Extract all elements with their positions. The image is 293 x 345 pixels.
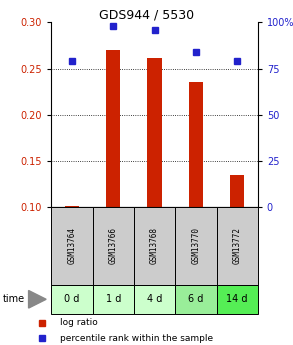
Bar (217, 207, 258, 285)
Text: 0 d: 0 d (64, 294, 80, 304)
Text: time: time (3, 294, 25, 304)
Bar (106, 50, 120, 207)
Text: GDS944 / 5530: GDS944 / 5530 (99, 9, 194, 22)
Bar (175, 207, 217, 285)
Text: GSM13770: GSM13770 (191, 227, 200, 264)
Text: log ratio: log ratio (60, 318, 98, 327)
Bar (93, 285, 134, 314)
Text: 4 d: 4 d (147, 294, 162, 304)
Text: GSM13766: GSM13766 (109, 227, 118, 264)
Text: percentile rank within the sample: percentile rank within the sample (60, 334, 213, 343)
Bar (189, 82, 203, 207)
Text: GSM13768: GSM13768 (150, 227, 159, 264)
Text: GSM13772: GSM13772 (233, 227, 242, 264)
Bar (93, 207, 134, 285)
Bar (175, 285, 217, 314)
Bar (134, 207, 175, 285)
Bar (134, 285, 175, 314)
Bar (217, 285, 258, 314)
Bar (147, 58, 162, 207)
Bar (230, 175, 244, 207)
Text: 6 d: 6 d (188, 294, 204, 304)
Bar (51, 207, 93, 285)
Bar (51, 285, 93, 314)
Text: 14 d: 14 d (226, 294, 248, 304)
Text: 1 d: 1 d (105, 294, 121, 304)
Text: GSM13764: GSM13764 (67, 227, 76, 264)
Bar (65, 206, 79, 207)
Polygon shape (28, 290, 46, 308)
